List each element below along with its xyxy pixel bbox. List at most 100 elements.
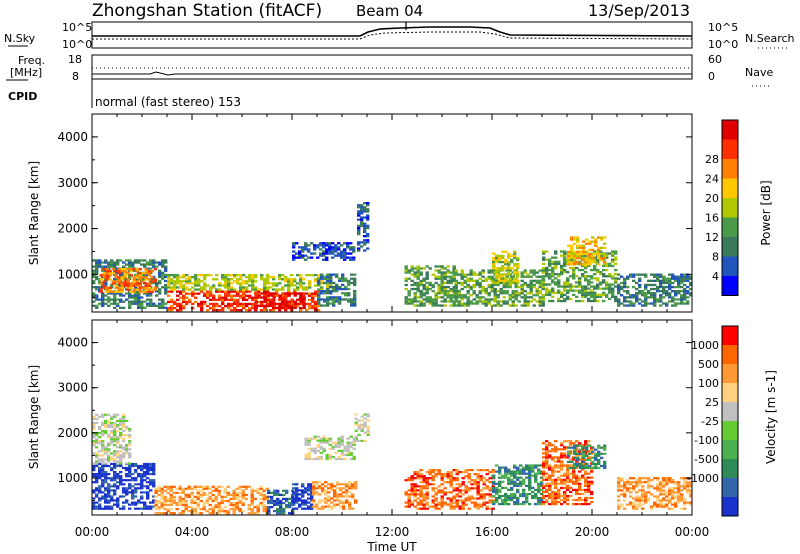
heatmap-cell	[152, 495, 156, 498]
heatmap-cell	[224, 296, 228, 299]
heatmap-cell	[686, 285, 690, 289]
heatmap-cell	[478, 285, 482, 289]
heatmap-cell	[581, 474, 585, 477]
heatmap-cell	[102, 268, 106, 271]
heatmap-cell	[551, 273, 555, 276]
heatmap-cell	[434, 265, 438, 268]
heatmap-cell	[143, 273, 147, 276]
heatmap-cell	[510, 260, 514, 264]
heatmap-cell	[557, 291, 561, 294]
heatmap-cell	[144, 286, 148, 289]
heatmap-cell	[113, 491, 117, 494]
heatmap-cell	[587, 293, 591, 296]
heatmap-cell	[528, 472, 532, 475]
heatmap-cell	[467, 475, 471, 478]
heatmap-cell	[632, 487, 636, 490]
heatmap-cell	[363, 439, 367, 442]
heatmap-cell	[310, 505, 314, 508]
heatmap-cell	[278, 278, 282, 281]
heatmap-cell	[113, 464, 117, 468]
heatmap-cell	[611, 289, 615, 292]
heatmap-cell	[416, 507, 420, 510]
heatmap-cell	[335, 275, 339, 278]
heatmap-cell	[581, 299, 585, 303]
heatmap-cell	[440, 300, 444, 303]
heatmap-cell	[101, 450, 105, 453]
heatmap-cell	[95, 286, 99, 289]
heatmap-cell	[302, 294, 306, 297]
heatmap-cell	[608, 275, 612, 278]
heatmap-cell	[591, 259, 595, 262]
heatmap-cell	[461, 501, 465, 504]
heatmap-cell	[323, 298, 327, 301]
heatmap-cell	[467, 495, 471, 498]
heatmap-cell	[334, 248, 338, 251]
heatmap-cell	[591, 240, 595, 243]
heatmap-cell	[354, 435, 358, 438]
heatmap-cell	[332, 300, 336, 303]
heatmap-cell	[449, 294, 453, 297]
heatmap-cell	[567, 254, 571, 258]
heatmap-cell	[350, 277, 354, 280]
heatmap-cell	[460, 269, 464, 272]
heatmap-cell	[540, 476, 544, 479]
heatmap-cell	[585, 250, 589, 254]
heatmap-cell	[525, 484, 529, 487]
heatmap-cell	[665, 294, 669, 297]
heatmap-cell	[110, 466, 114, 470]
heatmap-cell	[686, 277, 690, 280]
heatmap-cell	[452, 271, 456, 274]
heatmap-cell	[218, 288, 222, 291]
heatmap-cell	[407, 479, 411, 482]
heatmap-cell	[344, 279, 348, 282]
heatmap-cell	[668, 300, 672, 303]
heatmap-cell	[529, 275, 533, 278]
heatmap-cell	[347, 287, 351, 291]
heatmap-cell	[413, 294, 417, 297]
heatmap-cell	[245, 282, 249, 285]
heatmap-cell	[343, 449, 347, 452]
heatmap-cell	[153, 288, 157, 291]
heatmap-cell	[134, 487, 138, 490]
heatmap-cell	[92, 505, 96, 508]
heatmap-cell	[560, 442, 564, 445]
heatmap-cell	[671, 281, 675, 285]
heatmap-cell	[126, 280, 130, 283]
heatmap-cell	[596, 277, 600, 280]
heatmap-cell	[490, 287, 494, 291]
heatmap-cell	[184, 503, 188, 507]
heatmap-cell	[452, 300, 456, 303]
heatmap-cell	[680, 273, 684, 276]
heatmap-cell	[525, 476, 529, 479]
heatmap-cell	[298, 254, 302, 257]
heatmap-cell	[122, 505, 126, 508]
heatmap-cell	[266, 294, 270, 297]
heatmap-cell	[205, 493, 209, 496]
heatmap-cell	[504, 503, 508, 506]
heatmap-cell	[545, 458, 549, 461]
heatmap-cell	[137, 483, 141, 486]
heatmap-cell	[101, 481, 105, 484]
heatmap-cell	[101, 460, 105, 463]
heatmap-cell	[551, 496, 555, 500]
heatmap-cell	[122, 415, 126, 418]
heatmap-cell	[276, 499, 280, 503]
data-region	[267, 489, 295, 515]
heatmap-cell	[149, 469, 153, 472]
heatmap-cell	[597, 452, 601, 455]
heatmap-cell	[197, 288, 201, 291]
heatmap-cell	[570, 236, 574, 239]
heatmap-cell	[575, 450, 579, 453]
heatmap-cell	[594, 456, 598, 459]
heatmap-cell	[590, 289, 594, 292]
heatmap-cell	[513, 474, 517, 477]
heatmap-cell	[578, 496, 582, 500]
heatmap-cell	[458, 485, 462, 488]
heatmap-cell	[357, 212, 361, 215]
heatmap-cell	[617, 285, 621, 289]
heatmap-cell	[473, 481, 477, 484]
heatmap-cell	[322, 441, 326, 444]
heatmap-cell	[298, 499, 302, 502]
heatmap-cell	[135, 284, 139, 287]
heatmap-cell	[164, 261, 168, 264]
